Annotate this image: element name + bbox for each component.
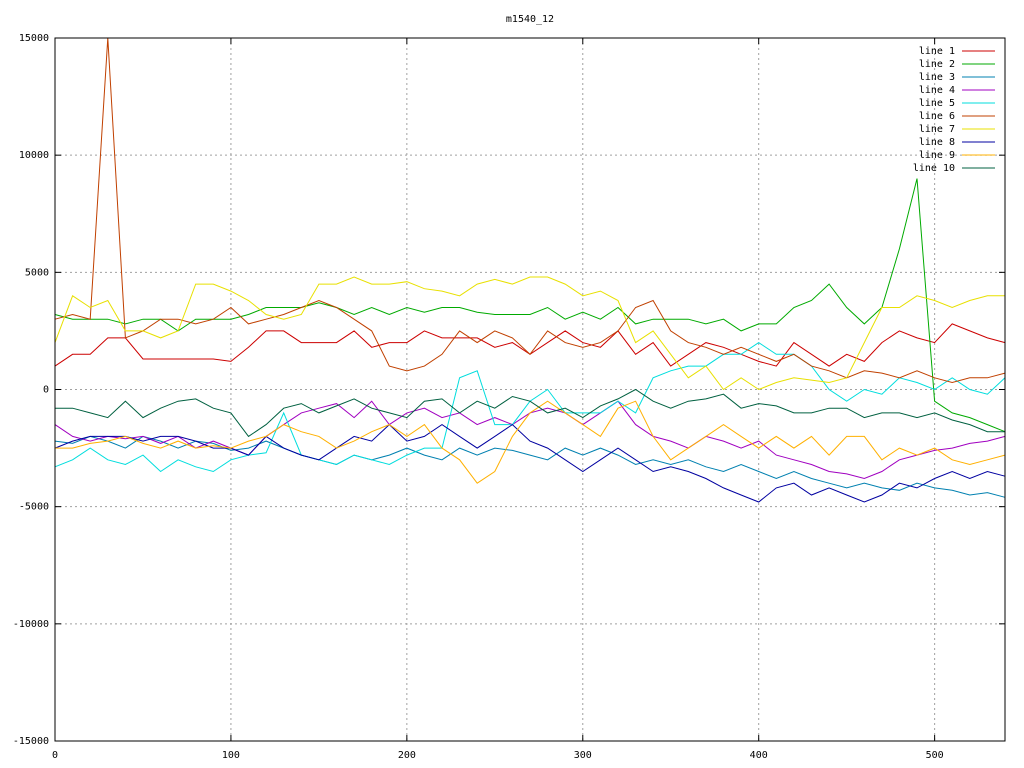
axes-layer: -15000 -10000 -5000 0 5000 10000 15000 0 100 200 3…	[13, 33, 1005, 761]
y-tick-label: -15000	[13, 736, 49, 747]
y-tick-label: 10000	[19, 150, 49, 161]
y-tick-label: -5000	[19, 502, 49, 513]
y-tick-label: 5000	[25, 267, 49, 278]
legend-label: line 6	[919, 111, 955, 122]
x-tick-label: 300	[574, 750, 592, 761]
x-tick-label: 100	[222, 750, 240, 761]
legend: line 1 line 2 line 3 line 4 line 5 line 6 line…	[913, 46, 995, 174]
legend-label: line 10	[913, 163, 955, 174]
y-tick-label: 15000	[19, 33, 49, 44]
series-line	[54, 435, 1006, 498]
series-line	[55, 388, 1005, 438]
legend-label: line 1	[919, 46, 955, 57]
legend-label: line 8	[919, 137, 955, 148]
x-tick-label: 200	[398, 750, 416, 761]
y-tick-label: 0	[43, 385, 49, 396]
x-tick-label: 0	[52, 750, 58, 761]
series-line	[54, 276, 1005, 391]
legend-label: line 7	[919, 124, 955, 135]
series-line	[55, 400, 1006, 484]
series-line	[54, 423, 1006, 503]
x-tick-label: 400	[750, 750, 768, 761]
legend-label: line 9	[919, 150, 955, 161]
lines-layer	[54, 37, 1006, 503]
x-tick-label: 500	[926, 750, 944, 761]
y-tick-label: -10000	[13, 619, 49, 630]
legend-label: line 4	[919, 85, 955, 96]
chart-title: m1540_12	[506, 14, 554, 25]
legend-label: line 3	[919, 72, 955, 83]
legend-label: line 5	[919, 98, 955, 109]
legend-label: line 2	[919, 59, 955, 70]
